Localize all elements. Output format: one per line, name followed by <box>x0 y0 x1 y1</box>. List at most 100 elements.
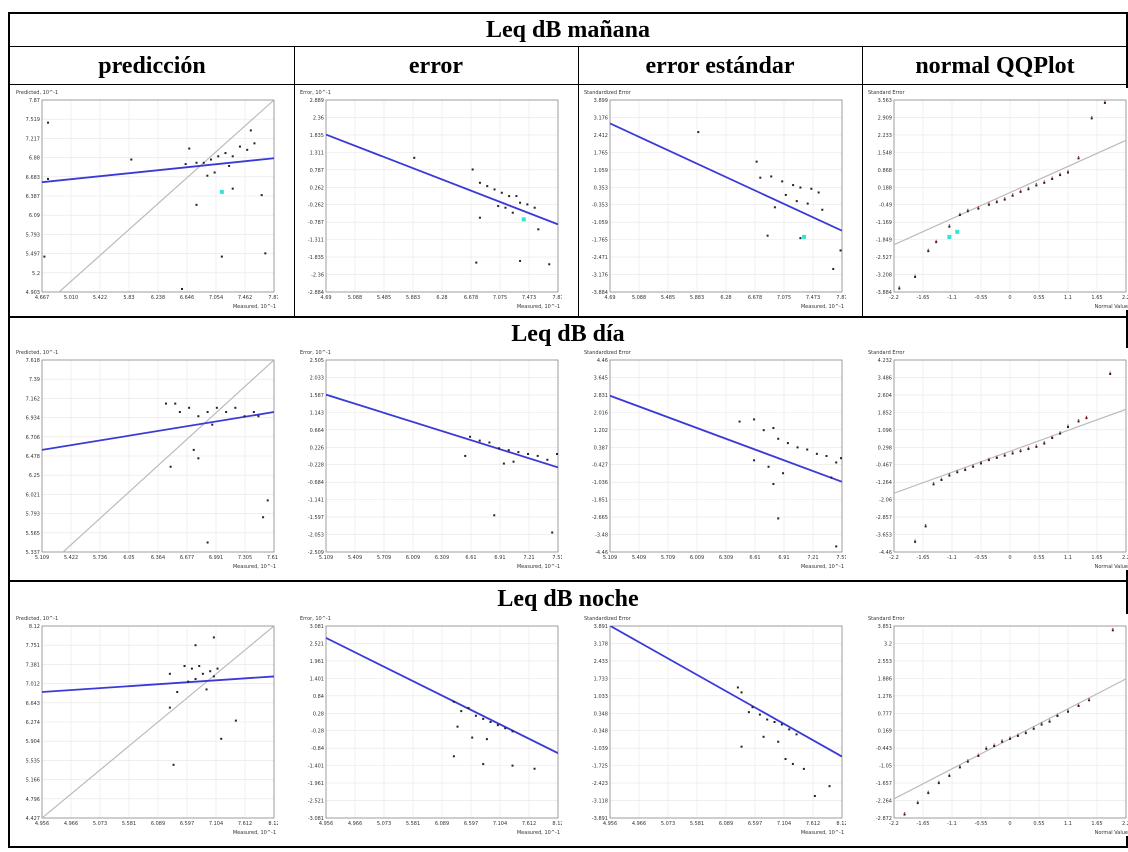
x-tick-label: 5.422 <box>93 295 107 301</box>
y-tick-label: 0.262 <box>310 185 324 191</box>
data-point <box>796 446 799 449</box>
y-tick-label: 1.143 <box>310 410 324 416</box>
y-tick-label: 5.793 <box>26 512 40 518</box>
data-point <box>197 415 200 418</box>
y-tick-label: 0.664 <box>310 428 324 434</box>
data-point-marker <box>1077 155 1080 158</box>
y-tick-label: 1.096 <box>878 428 892 434</box>
data-point <box>995 456 998 459</box>
y-tick-label: 1.835 <box>310 133 324 139</box>
data-point <box>914 275 917 278</box>
data-point <box>1011 452 1014 455</box>
data-point <box>194 678 197 681</box>
data-point <box>205 688 208 691</box>
highlighted-point <box>521 217 526 222</box>
x-tick-label: -2.2 <box>889 821 899 827</box>
scatter-chart: 4.956 4.966 5.073 5.581 6.089 6.597 7.104 7.612… <box>584 616 846 836</box>
data-point <box>898 287 901 290</box>
plot-frame <box>609 625 843 819</box>
y-tick-label: -1.765 <box>592 238 608 244</box>
y-tick-label: 1.033 <box>594 694 608 700</box>
x-tick-label: 5.485 <box>377 295 391 301</box>
data-point <box>1019 450 1022 453</box>
y-axis-label: Predicted, 10^-1 <box>16 90 58 96</box>
x-tick-label: 6.678 <box>464 295 478 301</box>
figure-table: Leq dB mañana predicción error error est… <box>8 12 1128 848</box>
data-point-marker <box>1051 435 1053 437</box>
x-tick-label: 5.709 <box>377 555 391 561</box>
data-point <box>526 203 529 206</box>
y-axis-label: Predicted, 10^-1 <box>16 350 58 356</box>
y-tick-label: 4.427 <box>26 816 40 822</box>
y-tick-label: -4.46 <box>879 550 892 556</box>
reference-line <box>62 360 274 552</box>
data-point <box>452 755 455 758</box>
y-tick-label: 6.643 <box>26 701 40 707</box>
chart-panel: 4.956 4.966 5.073 5.581 6.089 6.597 7.104 7.612… <box>14 614 278 836</box>
y-tick-label: -0.262 <box>308 203 324 209</box>
x-tick-label: 4.956 <box>603 821 617 827</box>
data-point-marker <box>927 790 929 792</box>
data-point-marker <box>1012 451 1014 453</box>
x-tick-label: 7.054 <box>209 295 223 301</box>
data-point-marker <box>996 199 998 201</box>
data-point <box>216 667 219 670</box>
x-tick-label: 5.581 <box>690 821 704 827</box>
y-tick-label: -1.657 <box>876 781 892 787</box>
x-tick-label: 4.966 <box>632 821 646 827</box>
data-point <box>500 191 503 194</box>
y-tick-label: 0.348 <box>594 711 608 717</box>
data-point <box>168 706 171 709</box>
data-point <box>773 206 776 209</box>
y-tick-label: 7.162 <box>26 396 40 402</box>
data-point <box>202 161 205 164</box>
x-tick-label: 5.422 <box>64 555 78 561</box>
y-tick-label: 2.505 <box>310 358 324 364</box>
data-point-marker <box>967 208 969 210</box>
data-point <box>482 717 485 720</box>
y-tick-label: 2.909 <box>878 115 892 121</box>
data-point <box>533 206 536 209</box>
y-axis-label: Standard Error <box>868 350 905 356</box>
data-point <box>511 211 514 214</box>
x-tick-label: 5.83 <box>123 295 134 301</box>
data-point <box>777 740 780 743</box>
y-axis-label: Error, 10^-1 <box>300 350 331 356</box>
data-point-marker <box>1004 197 1006 199</box>
data-point <box>517 451 520 454</box>
scatter-chart: 5.109 5.409 5.709 6.009 6.309 6.61 6.91 7.21 7.5… <box>584 350 846 570</box>
x-tick-label: 6.61 <box>465 555 476 561</box>
y-tick-label: 2.36 <box>313 115 324 121</box>
x-tick-label: 5.409 <box>348 555 362 561</box>
chart-panel: -2.2 -1.65 -1.1 -0.55 0 0.55 1.1 1.65 2.2 3.563 2.… <box>866 88 1128 310</box>
data-point <box>485 738 488 741</box>
data-point <box>1067 425 1069 428</box>
data-point <box>456 725 459 728</box>
data-point-marker <box>1019 448 1022 451</box>
data-point-marker <box>1012 193 1014 195</box>
data-point <box>467 706 470 709</box>
y-tick-label: 0.28 <box>313 711 324 717</box>
data-point <box>188 147 191 150</box>
data-point <box>927 250 930 253</box>
y-tick-label: 2.233 <box>878 133 892 139</box>
x-tick-label: 7.87 <box>836 295 846 301</box>
data-point <box>488 441 491 444</box>
y-tick-label: 1.059 <box>594 168 608 174</box>
regression-line <box>42 675 274 693</box>
y-tick-label: -1.264 <box>876 480 892 486</box>
data-point <box>1109 372 1112 375</box>
data-point <box>903 813 906 816</box>
y-tick-label: 5.337 <box>26 550 40 556</box>
y-tick-label: 5.565 <box>26 531 40 537</box>
y-tick-label: 0.298 <box>878 445 892 451</box>
y-tick-label: -2.053 <box>308 533 324 539</box>
data-point-marker <box>959 212 961 214</box>
y-tick-label: -3.884 <box>876 290 892 296</box>
y-tick-label: -3.653 <box>876 533 892 539</box>
data-point <box>924 525 927 528</box>
y-tick-label: -3.884 <box>592 290 608 296</box>
data-point-marker <box>1035 183 1037 185</box>
data-point <box>839 249 842 252</box>
y-tick-label: -3.208 <box>876 273 892 279</box>
